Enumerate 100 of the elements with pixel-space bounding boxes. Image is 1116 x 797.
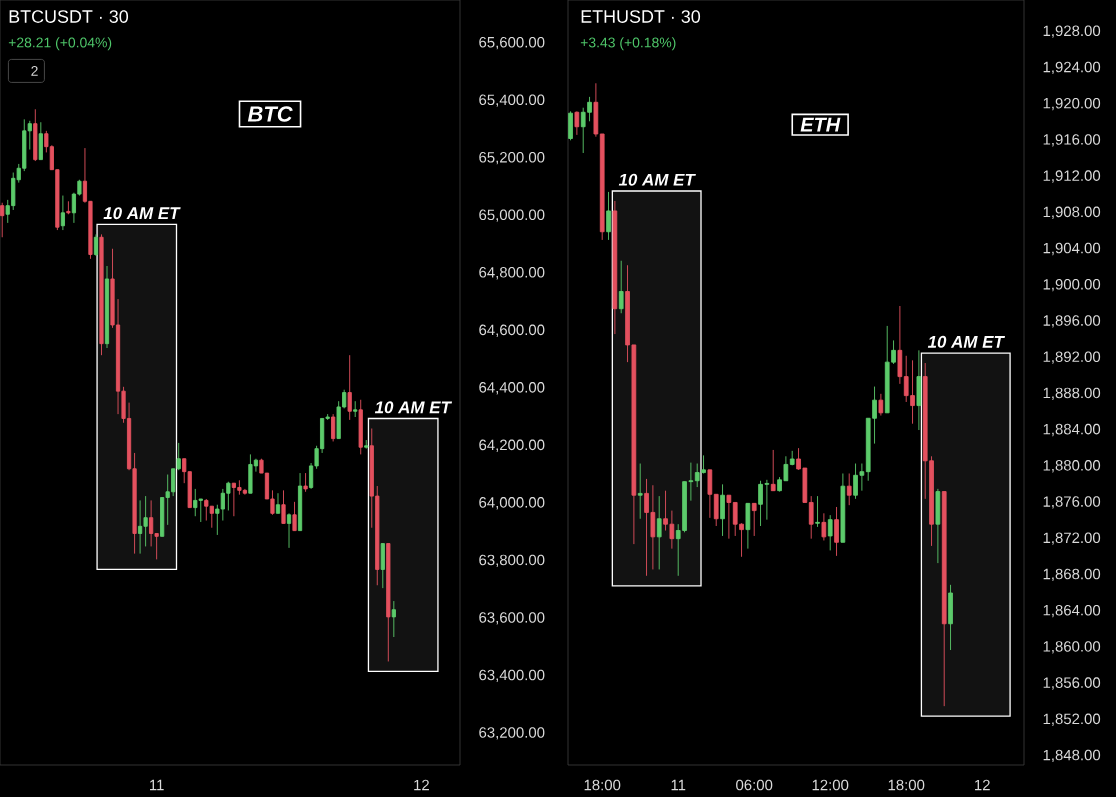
- y-tick-label: 1,900.00: [1043, 279, 1101, 292]
- candlestick: [878, 393, 884, 416]
- candlestick: [618, 260, 624, 314]
- text: +3.43 (+0.18%): [580, 37, 676, 51]
- candlestick: [745, 502, 751, 550]
- y-tick-label: 1,880.00: [1043, 460, 1101, 473]
- text: +28.21 (+0.04%): [8, 37, 112, 51]
- y-tick-label: 1,892.00: [1043, 351, 1101, 364]
- candlestick: [897, 305, 903, 385]
- chart-title: ETHUSDT · 30: [581, 10, 701, 23]
- candlestick: [286, 512, 292, 549]
- y-tick-label: 1,864.00: [1043, 604, 1101, 618]
- y-tick-label: 1,916.00: [1043, 134, 1101, 147]
- candlestick: [0, 202, 5, 238]
- band-label: 10 AM ET: [618, 173, 696, 186]
- candlestick: [275, 492, 281, 514]
- candlestick: [840, 473, 846, 543]
- x-tick-label: 11: [150, 779, 164, 791]
- x-tick-label: 11: [671, 779, 686, 791]
- candlestick: [935, 488, 941, 564]
- y-tick-label: 1,904.00: [1043, 242, 1101, 256]
- candlestick: [821, 512, 827, 541]
- candlestick: [770, 449, 776, 492]
- candlestick: [364, 439, 369, 450]
- candlestick: [599, 133, 605, 241]
- candlestick: [707, 469, 713, 519]
- y-tick-label: 1,848.00: [1043, 749, 1101, 763]
- candlestick: [297, 472, 303, 532]
- y-tick-label: 64,800.00: [479, 267, 545, 280]
- x-tick-label: 12: [975, 779, 990, 791]
- candlestick: [292, 501, 297, 532]
- candlestick: [60, 195, 65, 231]
- candlestick: [353, 400, 358, 418]
- y-tick-label: 1,924.00: [1043, 61, 1101, 75]
- candlestick: [331, 413, 336, 442]
- y-tick-label: 64,600.00: [479, 324, 545, 337]
- y-tick-label: 1,884.00: [1043, 423, 1101, 437]
- candlestick: [38, 121, 43, 161]
- candlestick: [66, 200, 71, 215]
- candlestick: [347, 354, 352, 421]
- y-tick-label: 65,600.00: [479, 36, 545, 50]
- band-label: 10 AM ET: [374, 401, 453, 414]
- candlestick: [827, 514, 833, 551]
- x-tick-label: 18:00: [584, 779, 621, 791]
- candlestick: [815, 495, 820, 528]
- y-tick-label: 1,856.00: [1043, 677, 1101, 690]
- candlestick: [751, 502, 757, 537]
- candlestick: [726, 494, 732, 540]
- candlestick: [386, 543, 391, 662]
- y-tick-label: 65,400.00: [479, 94, 545, 107]
- candlestick: [358, 399, 363, 455]
- y-tick-label: 1,876.00: [1043, 496, 1101, 509]
- x-tick-label: 12: [414, 779, 429, 791]
- candlestick: [941, 491, 947, 707]
- candlestick: [606, 191, 611, 241]
- candlestick: [303, 472, 308, 493]
- candlestick: [391, 600, 396, 638]
- y-tick-label: 1,896.00: [1043, 315, 1101, 328]
- y-tick-label: 1,912.00: [1043, 170, 1101, 183]
- candlestick: [713, 493, 719, 527]
- annotation: ETH: [800, 117, 841, 132]
- candlestick: [380, 543, 385, 589]
- candlestick: [808, 495, 814, 540]
- candlestick: [720, 483, 725, 537]
- y-tick-label: 63,200.00: [479, 727, 545, 740]
- chart-title: BTCUSDT · 30: [9, 10, 129, 23]
- y-tick-label: 1,868.00: [1043, 568, 1101, 582]
- x-tick-label: 06:00: [736, 779, 773, 791]
- candlestick: [568, 110, 573, 141]
- y-tick-label: 1,908.00: [1043, 206, 1101, 219]
- y-tick-label: 63,800.00: [479, 554, 545, 567]
- candlestick: [93, 233, 99, 257]
- candlestick: [612, 200, 618, 335]
- candlestick: [281, 489, 286, 524]
- y-tick-label: 63,600.00: [479, 612, 545, 625]
- y-tick-label: 64,400.00: [479, 382, 545, 395]
- y-tick-label: 65,000.00: [479, 209, 545, 222]
- x-tick-label: 12:00: [812, 779, 849, 791]
- y-tick-label: 1,928.00: [1043, 25, 1101, 38]
- x-tick-label: 18:00: [888, 779, 925, 791]
- candlestick: [593, 82, 599, 138]
- y-tick-label: 1,852.00: [1043, 713, 1101, 726]
- annotation: 2: [31, 66, 38, 76]
- band-label: 10 AM ET: [927, 335, 1006, 348]
- annotation: BTC: [247, 106, 293, 122]
- candlestick: [846, 473, 852, 506]
- y-tick-label: 63,400.00: [479, 669, 545, 683]
- y-tick-label: 1,920.00: [1043, 97, 1101, 111]
- y-tick-label: 1,872.00: [1043, 532, 1101, 545]
- candlestick: [637, 463, 643, 520]
- y-tick-label: 1,860.00: [1043, 641, 1101, 654]
- candlestick: [834, 506, 839, 557]
- y-tick-label: 64,200.00: [479, 439, 545, 452]
- candlestick: [789, 450, 795, 466]
- candlestick: [656, 495, 662, 570]
- y-tick-label: 1,888.00: [1043, 387, 1101, 400]
- candlestick: [948, 584, 953, 651]
- candlestick: [99, 233, 104, 356]
- candlestick: [104, 265, 110, 349]
- y-tick-label: 65,200.00: [479, 151, 545, 165]
